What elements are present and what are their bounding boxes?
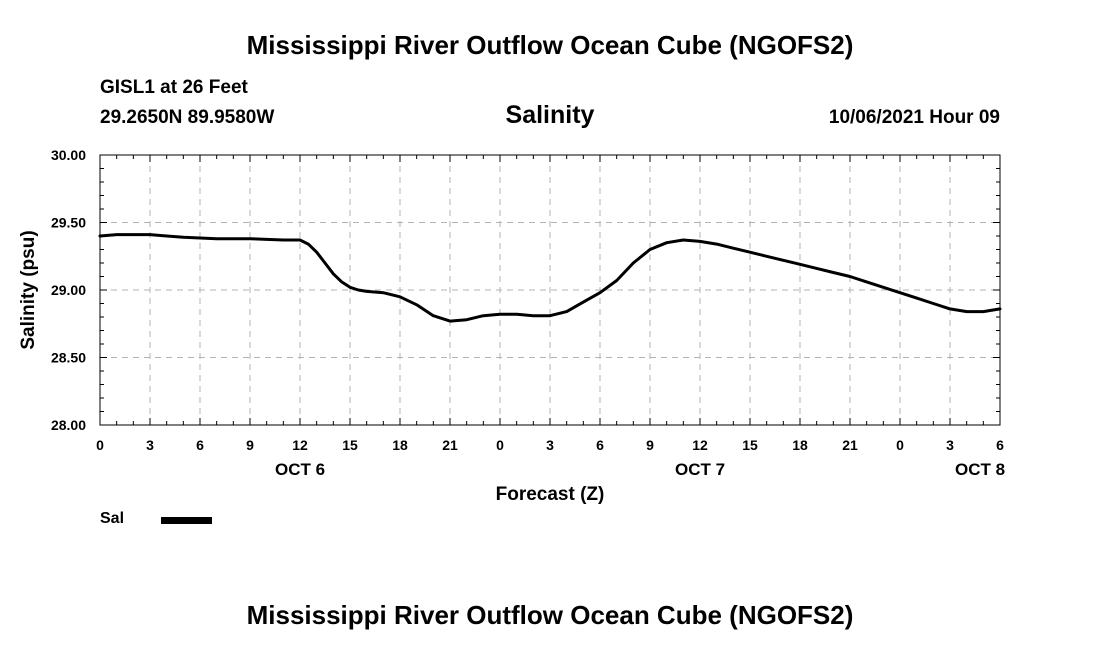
legend-item-label: Sal (100, 510, 125, 527)
x-tick-label: 18 (792, 437, 808, 453)
legend-line-swatch (161, 517, 212, 524)
x-tick-label: 0 (96, 437, 104, 453)
x-date-label: OCT 8 (955, 460, 1005, 479)
y-tick-label: 28.00 (51, 417, 86, 433)
x-tick-label: 21 (442, 437, 458, 453)
x-date-label: OCT 7 (675, 460, 725, 479)
forecast-datetime: 10/06/2021 Hour 09 (828, 107, 1000, 128)
x-tick-label: 18 (392, 437, 408, 453)
x-tick-label: 3 (946, 437, 954, 453)
y-tick-label: 28.50 (51, 350, 86, 366)
x-tick-label: 12 (292, 437, 308, 453)
x-tick-label: 15 (342, 437, 358, 453)
x-date-label: OCT 6 (275, 460, 325, 479)
x-tick-label: 6 (196, 437, 204, 453)
y-tick-label: 29.50 (51, 215, 86, 231)
x-tick-label: 12 (692, 437, 708, 453)
plot-frame (99, 154, 1001, 426)
chart-title-bottom: Mississippi River Outflow Ocean Cube (NG… (246, 600, 854, 630)
x-tick-label: 21 (842, 437, 858, 453)
x-tick-label: 3 (146, 437, 154, 453)
x-tick-label: 3 (546, 437, 554, 453)
x-axis-title: Forecast (Z) (496, 484, 605, 505)
y-tick-label: 30.00 (51, 147, 86, 163)
station-label: GISL1 at 26 Feet (100, 77, 248, 98)
series-line-sal (98, 233, 1002, 323)
x-tick-label: 6 (996, 437, 1004, 453)
x-tick-label: 0 (496, 437, 504, 453)
x-tick-label: 9 (246, 437, 254, 453)
y-axis-title: Salinity (psu) (18, 230, 39, 349)
chart-title-top: Mississippi River Outflow Ocean Cube (NG… (246, 30, 854, 60)
station-coordinates: 29.2650N 89.9580W (100, 107, 275, 128)
y-tick-label: 29.00 (51, 282, 86, 298)
x-tick-label: 6 (596, 437, 604, 453)
x-tick-label: 15 (742, 437, 758, 453)
chart-subtitle: Salinity (505, 101, 595, 129)
x-tick-label: 0 (896, 437, 904, 453)
x-tick-label: 9 (646, 437, 654, 453)
